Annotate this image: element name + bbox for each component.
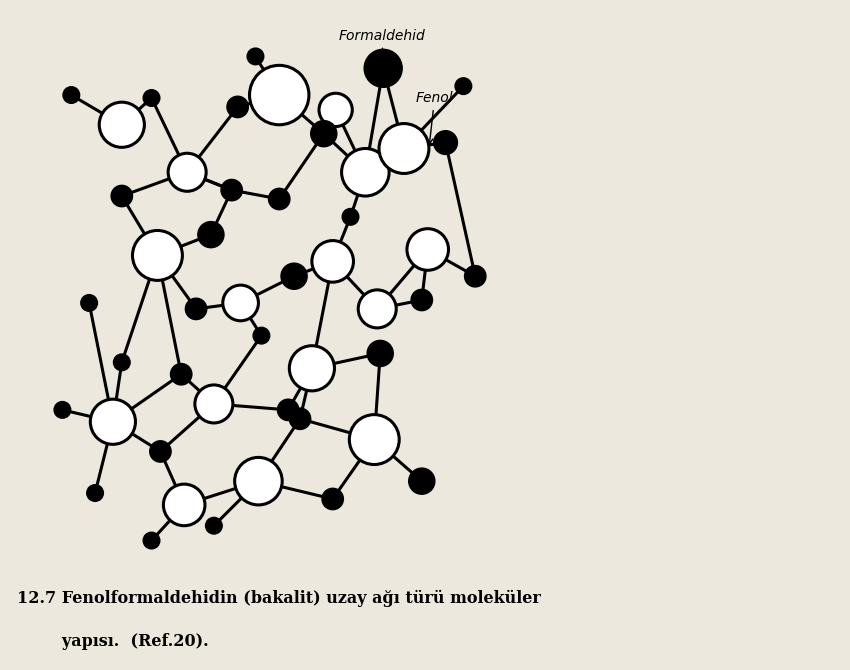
Circle shape [250, 66, 309, 125]
Circle shape [206, 517, 222, 534]
Circle shape [319, 93, 352, 127]
Circle shape [342, 149, 389, 196]
Circle shape [247, 48, 264, 65]
Circle shape [349, 415, 399, 464]
Circle shape [455, 78, 472, 94]
Text: Formaldehid: Formaldehid [338, 29, 425, 64]
Circle shape [81, 295, 98, 312]
Circle shape [358, 290, 396, 328]
Circle shape [364, 50, 402, 87]
Circle shape [277, 399, 299, 421]
Text: 12.7 Fenolformaldehidin (bakalit) uzay ağı türü moleküler: 12.7 Fenolformaldehidin (bakalit) uzay a… [17, 590, 541, 607]
Text: Fenol: Fenol [416, 91, 453, 144]
Circle shape [198, 222, 224, 248]
Circle shape [185, 298, 207, 320]
Circle shape [163, 484, 205, 526]
Circle shape [143, 532, 160, 549]
Circle shape [407, 228, 449, 270]
Circle shape [143, 90, 160, 107]
Circle shape [168, 153, 207, 191]
Circle shape [223, 285, 258, 321]
Circle shape [150, 441, 171, 462]
Circle shape [322, 488, 343, 510]
Circle shape [114, 354, 130, 371]
Circle shape [409, 468, 435, 494]
Circle shape [99, 102, 144, 147]
Circle shape [221, 180, 242, 201]
Circle shape [367, 340, 394, 366]
Circle shape [235, 458, 282, 505]
Circle shape [253, 328, 269, 344]
Circle shape [379, 123, 429, 174]
Circle shape [63, 86, 80, 103]
Circle shape [311, 121, 337, 147]
Circle shape [227, 96, 248, 118]
Circle shape [171, 364, 192, 385]
Circle shape [434, 131, 457, 155]
Circle shape [343, 208, 359, 225]
Text: yapısı.  (Ref.20).: yapısı. (Ref.20). [17, 633, 208, 650]
Circle shape [289, 408, 311, 429]
Circle shape [269, 188, 290, 210]
Circle shape [54, 401, 71, 418]
Circle shape [90, 399, 135, 444]
Circle shape [87, 484, 104, 501]
Circle shape [411, 289, 433, 311]
Circle shape [133, 230, 183, 280]
Circle shape [465, 265, 486, 287]
Circle shape [289, 346, 334, 391]
Circle shape [111, 186, 133, 207]
Circle shape [281, 263, 307, 289]
Circle shape [312, 241, 354, 282]
Circle shape [195, 385, 233, 423]
